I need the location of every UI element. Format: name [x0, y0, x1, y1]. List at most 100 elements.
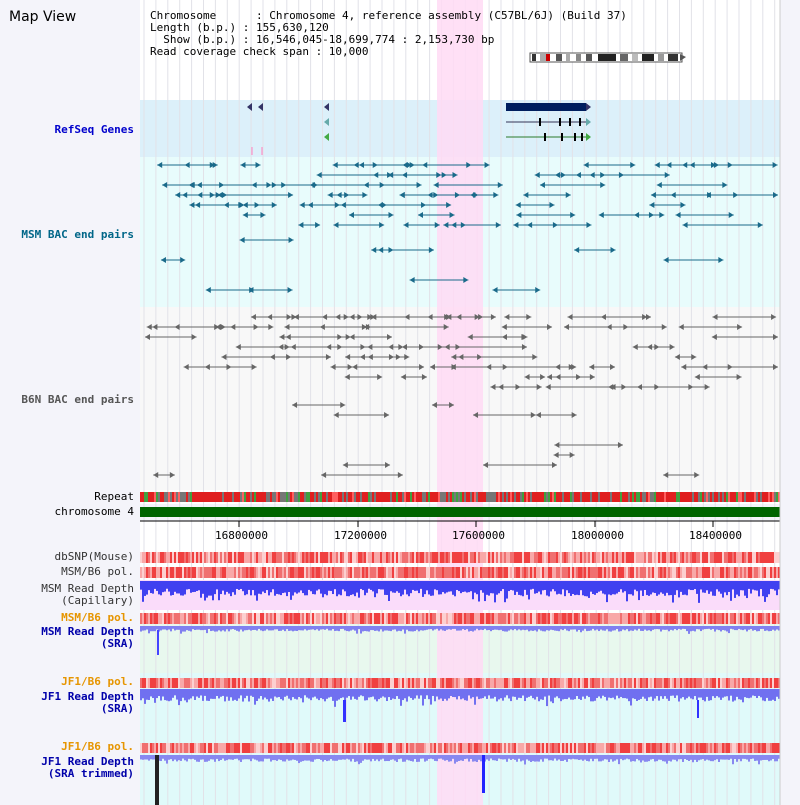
- b6n-bac-pair-end-icon: [600, 314, 606, 320]
- msm-cap-depth: [200, 581, 202, 598]
- msm-sra-depth: [440, 626, 442, 630]
- msm-sra-depth: [198, 626, 200, 630]
- repeat-mark: [404, 492, 406, 502]
- msm-pol2-heat: [578, 613, 580, 624]
- msm-cap-depth: [276, 581, 278, 594]
- track-label-msm-depth-sra: MSM Read Depth (SRA): [41, 626, 134, 650]
- jf1-sra-depth: [324, 689, 326, 702]
- jf1-pol-heat: [178, 678, 180, 688]
- msm-sra-depth: [296, 626, 298, 632]
- dbsnp-heat: [358, 552, 360, 563]
- msm-sra-depth: [174, 626, 176, 631]
- jf1-pol-heat: [486, 678, 488, 688]
- msm-sra-depth: [762, 626, 764, 629]
- msm-cap-depth: [684, 581, 686, 595]
- b6n-bac-pair-end-icon: [385, 462, 391, 468]
- msm-cap-depth: [226, 581, 228, 592]
- dbsnp-heat: [540, 552, 542, 563]
- jf1-trim-depth: [634, 755, 636, 762]
- msm-pol2-heat: [380, 613, 382, 624]
- msm-pol2-heat: [664, 613, 666, 624]
- jf1-pol-heat: [432, 678, 434, 688]
- depth-spike: [155, 755, 159, 805]
- msm-cap-depth: [630, 581, 632, 595]
- msm-pol2-heat: [462, 613, 464, 624]
- msm-pol-heat: [672, 567, 674, 578]
- jf1-pol-heat: [592, 678, 594, 688]
- jf1-pol2-heat: [158, 743, 160, 753]
- jf1-pol-heat: [286, 678, 288, 688]
- jf1-pol-heat: [212, 678, 214, 688]
- msm-sra-depth: [696, 626, 698, 630]
- b6n-bac-pair-end-icon: [569, 452, 575, 458]
- jf1-trim-depth: [700, 755, 702, 760]
- track-label-msm-bac[interactable]: MSM BAC end pairs: [21, 228, 134, 241]
- msm-sra-depth: [514, 626, 516, 630]
- msm-pol2-heat: [196, 613, 198, 624]
- jf1-pol-heat: [470, 678, 472, 688]
- msm-cap-depth: [616, 581, 618, 594]
- msm-pol2-heat: [270, 613, 272, 624]
- msm-sra-depth: [682, 626, 684, 629]
- jf1-pol-heat: [392, 678, 394, 688]
- b6n-bac-pair-end-icon: [349, 334, 355, 340]
- jf1-pol-heat: [710, 678, 712, 688]
- jf1-pol2-heat: [668, 743, 670, 753]
- jf1-trim-depth: [590, 755, 592, 759]
- repeat-mark: [592, 492, 594, 502]
- msm-pol2-heat: [186, 613, 188, 624]
- msm-sra-depth: [226, 626, 228, 630]
- msm-sra-depth: [236, 626, 238, 631]
- jf1-trim-depth: [318, 755, 320, 759]
- jf1-pol2-heat: [332, 743, 334, 753]
- jf1-pol-heat: [606, 678, 608, 688]
- repeat-mark: [694, 492, 696, 502]
- msm-pol2-heat: [486, 613, 488, 624]
- dbsnp-heat: [374, 552, 376, 563]
- repeat-mark: [310, 492, 312, 502]
- jf1-trim-depth: [650, 755, 652, 760]
- dbsnp-heat: [698, 552, 700, 563]
- msm-cap-depth: [300, 581, 302, 591]
- repeat-mark: [300, 492, 302, 502]
- jf1-trim-depth: [366, 755, 368, 760]
- repeat-mark: [436, 492, 438, 502]
- msm-cap-depth: [456, 581, 458, 590]
- jf1-sra-depth: [546, 689, 548, 707]
- jf1-sra-depth: [496, 689, 498, 702]
- jf1-pol2-heat: [316, 743, 318, 753]
- dbsnp-heat: [480, 552, 482, 563]
- msm-pol2-heat: [332, 613, 334, 624]
- jf1-pol2-heat: [558, 743, 560, 753]
- msm-sra-depth: [338, 626, 340, 632]
- msm-pol-heat: [504, 567, 506, 578]
- msm-cap-depth: [198, 581, 200, 591]
- msm-pol2-heat: [562, 613, 564, 624]
- track-label-refseq[interactable]: RefSeq Genes: [54, 123, 134, 136]
- dbsnp-heat: [560, 552, 562, 563]
- msm-cap-depth: [562, 581, 564, 590]
- jf1-pol-heat: [220, 678, 222, 688]
- jf1-pol-heat: [482, 678, 484, 688]
- track-label-b6n-bac[interactable]: B6N BAC end pairs: [21, 393, 134, 406]
- msm-pol2-heat: [700, 613, 702, 624]
- msm-pol2-heat: [734, 613, 736, 624]
- jf1-pol2-heat: [202, 743, 204, 753]
- label-line: (SRA): [100, 637, 134, 650]
- msm-sra-depth: [206, 626, 208, 634]
- msm-cap-depth: [252, 581, 254, 591]
- jf1-trim-depth: [400, 755, 402, 759]
- dbsnp-heat: [682, 552, 684, 563]
- repeat-mark: [204, 492, 206, 502]
- msm-pol2-heat: [750, 613, 752, 624]
- msm-pol-heat: [474, 567, 476, 578]
- repeat-mark: [510, 492, 512, 502]
- msm-cap-depth: [244, 581, 246, 596]
- msm-pol2-heat: [580, 613, 582, 624]
- msm-cap-depth: [538, 581, 540, 592]
- dbsnp-heat: [412, 552, 414, 563]
- jf1-trim-depth: [228, 755, 230, 760]
- msm-pol2-heat: [142, 613, 144, 624]
- msm-pol-heat: [408, 567, 410, 578]
